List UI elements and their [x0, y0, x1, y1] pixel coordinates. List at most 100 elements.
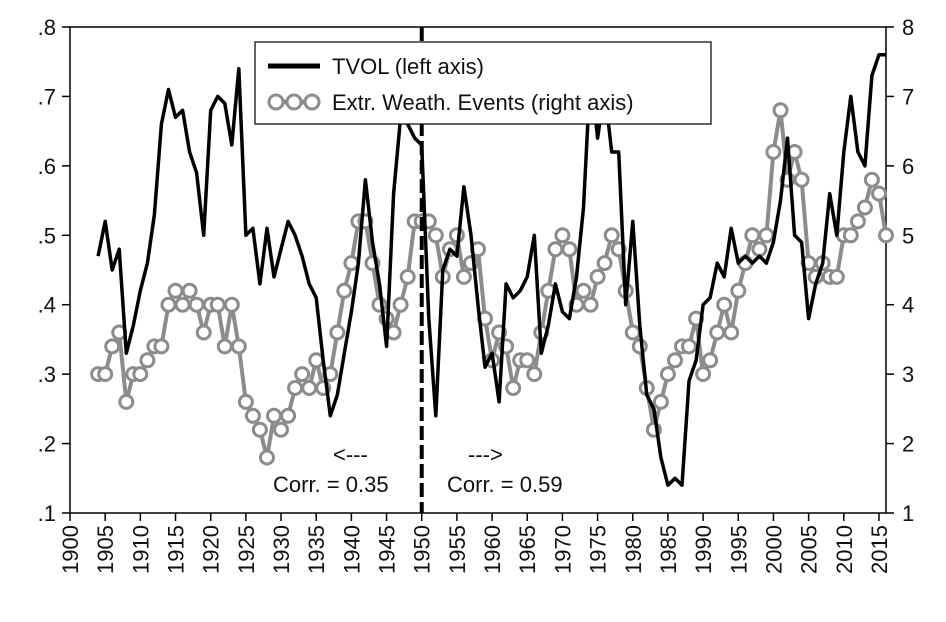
weather-events-point [723, 324, 740, 341]
left-y-tick-label: .1 [38, 501, 56, 526]
weather-events-point [730, 282, 747, 299]
weather-events-point [765, 144, 782, 160]
weather-events-point [118, 393, 135, 410]
weather-events-point [526, 366, 543, 383]
plot-frame [69, 26, 887, 514]
weather-events-point [695, 366, 712, 383]
x-tick-label: 1940 [339, 525, 364, 574]
x-tick-label: 1955 [445, 525, 470, 574]
weather-events-point [842, 227, 859, 244]
weather-events-point [139, 352, 156, 369]
annotation-right-arrow: ---> [468, 442, 503, 467]
weather-events-point [399, 268, 416, 285]
weather-events-point [301, 380, 318, 396]
weather-events-point [561, 241, 578, 258]
weather-events-point [716, 296, 733, 313]
x-axis: 1900 1905 1910 1915 1920 1925 1930 1935 1940 1945… [58, 513, 892, 574]
weather-events-point [878, 227, 894, 244]
legend-label-tvol: TVOL (left axis) [332, 54, 484, 79]
annotation-left-corr: Corr. = 0.35 [273, 472, 389, 497]
weather-events-point [132, 366, 149, 383]
weather-events-point [871, 185, 887, 202]
left-y-tick-label: .8 [38, 15, 56, 40]
x-tick-label: 1915 [164, 525, 189, 574]
x-tick-label: 1965 [515, 525, 540, 574]
x-tick-label: 2010 [832, 525, 857, 574]
right-y-axis: 1 2 3 4 5 6 7 8 [886, 15, 914, 526]
weather-events-point [244, 407, 261, 424]
legend: TVOL (left axis) Extr. Weath. Events (ri… [254, 41, 712, 125]
weather-events-point [667, 352, 683, 369]
weather-events-point [849, 213, 866, 230]
weather-events-point [209, 296, 226, 313]
weather-events-point [195, 324, 212, 341]
annotation-left-arrow: <--- [333, 442, 368, 467]
legend-box [254, 41, 712, 125]
weather-events-point [603, 227, 620, 244]
weather-events-point [758, 227, 775, 244]
weather-events-point [624, 324, 641, 341]
x-tick-label: 1990 [691, 525, 716, 574]
weather-events-point [554, 227, 571, 244]
weather-events-point [223, 296, 240, 313]
weather-events-point [188, 296, 205, 313]
legend-marker-weather-3 [303, 93, 321, 111]
left-y-tick-label: .4 [38, 293, 56, 318]
right-y-tick-label: 2 [902, 432, 914, 457]
x-tick-label: 1985 [656, 525, 681, 574]
right-y-tick-label: 1 [902, 501, 914, 526]
weather-events-point [582, 296, 599, 313]
right-y-tick-label: 6 [902, 154, 914, 179]
weather-events-point [589, 268, 606, 285]
weather-events-point [230, 338, 247, 355]
weather-events-point [547, 241, 564, 258]
weather-events-point [505, 380, 522, 396]
left-y-axis: .1 .2 .3 .4 .5 .6 .7 .8 [38, 15, 70, 526]
weather-events-point [702, 352, 719, 369]
x-tick-label: 1935 [304, 525, 329, 574]
legend-marker-weather-1 [267, 93, 285, 111]
weather-events-point [97, 366, 114, 383]
weather-events-point [519, 352, 536, 369]
x-tick-label: 1980 [621, 525, 646, 574]
weather-events-point [793, 171, 810, 188]
weather-events-point [181, 282, 198, 299]
legend-label-weather: Extr. Weath. Events (right axis) [332, 90, 634, 115]
weather-events-point [104, 338, 121, 355]
weather-events-point [772, 102, 789, 119]
x-tick-label: 2015 [867, 525, 892, 574]
weather-events-point [575, 282, 592, 299]
weather-events-point [308, 352, 325, 369]
annotation-right-corr: Corr. = 0.59 [447, 472, 563, 497]
weather-events-point [681, 338, 697, 355]
x-tick-label: 2000 [761, 525, 786, 574]
weather-events-point [652, 393, 669, 410]
weather-events-point [863, 171, 880, 188]
weather-events-point [153, 338, 170, 355]
x-tick-label: 1960 [480, 525, 505, 574]
weather-events-point [280, 407, 297, 424]
right-y-tick-label: 5 [902, 223, 914, 248]
weather-events-point [160, 296, 177, 313]
x-tick-label: 1995 [726, 525, 751, 574]
legend-marker-weather-2 [285, 93, 303, 111]
x-tick-label: 1975 [586, 525, 611, 574]
weather-events-point [266, 407, 282, 424]
weather-events-point [427, 227, 444, 244]
weather-events-point [216, 338, 233, 355]
weather-events-point [856, 199, 873, 216]
weather-events-point [455, 268, 472, 285]
x-tick-label: 1900 [58, 525, 83, 574]
right-y-tick-label: 7 [902, 84, 914, 109]
x-tick-label: 1910 [128, 525, 153, 574]
weather-events-point [287, 380, 304, 396]
left-y-tick-label: .3 [38, 362, 56, 387]
x-tick-label: 1905 [93, 525, 118, 574]
left-y-tick-label: .7 [38, 84, 56, 109]
left-y-tick-label: .2 [38, 432, 56, 457]
weather-events-point [751, 241, 768, 258]
weather-events-point [237, 393, 254, 410]
left-y-tick-label: .5 [38, 223, 56, 248]
weather-events-point [709, 324, 726, 341]
